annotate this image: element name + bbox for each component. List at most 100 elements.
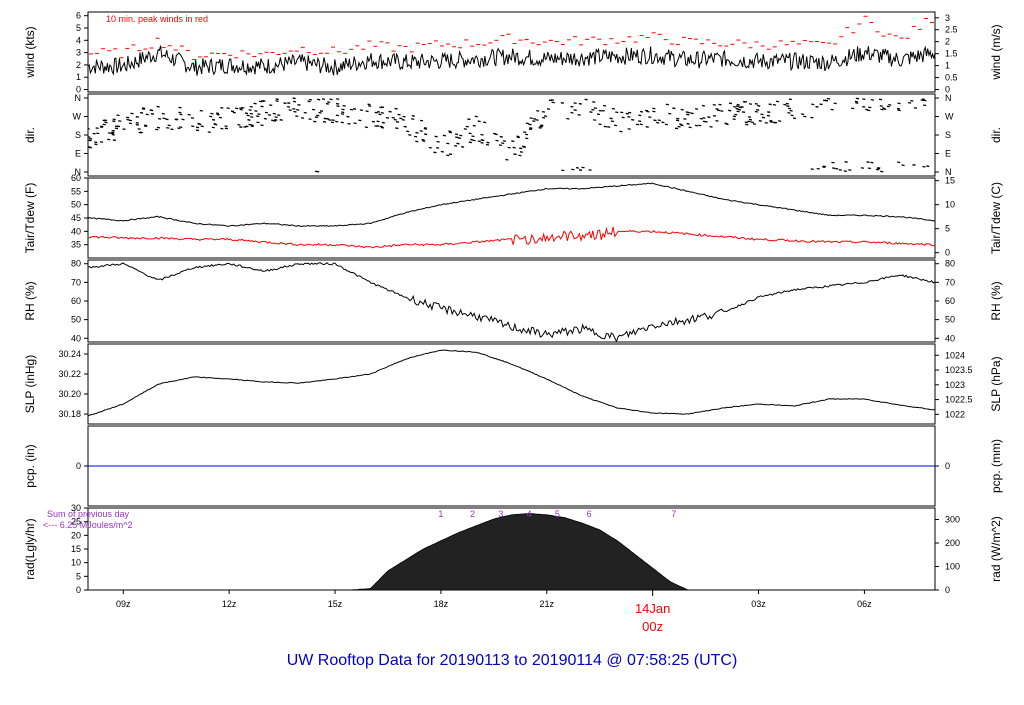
- wind-dir-mark: [136, 123, 139, 124]
- wind-dir-mark: [455, 134, 458, 135]
- wind-dir-mark: [791, 115, 794, 116]
- wind-dir-mark: [309, 100, 312, 101]
- wind-dir-mark: [304, 112, 307, 113]
- wind-dir-mark: [170, 129, 173, 130]
- wind-dir-mark: [220, 108, 223, 109]
- wind-dir-mark: [225, 126, 228, 127]
- wind-dir-mark: [441, 152, 444, 153]
- wind-dir-mark: [868, 168, 871, 169]
- wind-dir-mark: [235, 108, 238, 109]
- wind-dir-mark: [378, 114, 381, 115]
- wind-dir-mark: [315, 117, 318, 118]
- ytick-label-left-rh: 40: [71, 333, 81, 343]
- wind-dir-mark: [319, 112, 322, 113]
- wind-dir-mark: [898, 103, 901, 104]
- panel-frame-dir: [88, 94, 935, 176]
- wind-dir-mark: [786, 103, 789, 104]
- wind-dir-mark: [762, 117, 765, 118]
- wind-dir-mark: [686, 114, 689, 115]
- wind-dir-mark: [396, 122, 399, 123]
- wind-dir-mark: [138, 129, 141, 130]
- wind-dir-mark: [544, 116, 547, 117]
- wind-dir-mark: [887, 106, 890, 107]
- wind-dir-mark: [733, 116, 736, 117]
- wind-dir-mark: [261, 101, 264, 102]
- wind-dir-mark: [867, 110, 870, 111]
- wind-dir-mark: [675, 128, 678, 129]
- wind-dir-mark: [759, 121, 762, 122]
- wind-dir-mark: [89, 139, 92, 140]
- wind-dir-mark: [620, 112, 623, 113]
- xtick-label: 15z: [328, 599, 343, 609]
- wind-dir-mark: [902, 165, 905, 166]
- wind-dir-mark: [247, 115, 250, 116]
- wind-dir-mark: [631, 120, 634, 121]
- wind-dir-mark: [459, 135, 462, 136]
- wind-dir-mark: [653, 120, 656, 121]
- wind-annotation: 10 min. peak winds in red: [106, 14, 208, 24]
- wind-dir-mark: [219, 117, 222, 118]
- wind-dir-mark: [257, 122, 260, 123]
- wind-dir-mark: [158, 119, 161, 120]
- wind-dir-mark: [376, 126, 379, 127]
- wind-dir-mark: [737, 111, 740, 112]
- wind-dir-mark: [93, 133, 96, 134]
- wind-dir-mark: [686, 112, 689, 113]
- wind-dir-mark: [767, 115, 770, 116]
- ytick-label-left-wind: 5: [76, 23, 81, 33]
- wind-dir-mark: [540, 125, 543, 126]
- wind-dir-mark: [719, 104, 722, 105]
- wind-dir-mark: [105, 122, 108, 123]
- wind-dir-mark: [523, 147, 526, 148]
- wind-dir-mark: [862, 99, 865, 100]
- wind-dir-mark: [248, 124, 251, 125]
- wind-dir-mark: [862, 107, 865, 108]
- wind-dir-mark: [466, 126, 469, 127]
- wind-dir-mark: [182, 119, 185, 120]
- wind-dir-mark: [436, 148, 439, 149]
- ytick-label-left-rh: 50: [71, 315, 81, 325]
- wind-dir-mark: [626, 113, 629, 114]
- rh-line: [88, 263, 935, 342]
- wind-dir-mark: [117, 115, 120, 116]
- ytick-label-right-temp: 0: [945, 248, 950, 258]
- wind-dir-mark: [610, 118, 613, 119]
- wind-dir-mark: [570, 106, 573, 107]
- rad-note-line2: <--- 6.25 MJoules/m^2: [43, 520, 133, 530]
- wind-dir-mark: [713, 105, 716, 106]
- wind-dir-mark: [478, 121, 481, 122]
- wind-dir-mark: [602, 111, 605, 112]
- wind-dir-mark: [499, 145, 502, 146]
- wind-dir-mark: [312, 109, 315, 110]
- wind-dir-mark: [681, 125, 684, 126]
- wind-dir-mark: [898, 110, 901, 111]
- ytick-label-right-slp: 1023: [945, 380, 965, 390]
- ytick-label-right-dir: S: [945, 130, 951, 140]
- ytick-label-right-rh: 70: [945, 277, 955, 287]
- wind-dir-mark: [249, 110, 252, 111]
- plot-area-slp: [88, 350, 935, 416]
- plot-area-rad: [317, 514, 716, 591]
- wind-dir-mark: [897, 162, 900, 163]
- wind-dir-mark: [163, 118, 166, 119]
- wind-dir-mark: [422, 141, 425, 142]
- wind-dir-mark: [923, 100, 926, 101]
- wind-dir-mark: [817, 168, 820, 169]
- wind-dir-mark: [403, 116, 406, 117]
- wind-dir-mark: [790, 110, 793, 111]
- wind-dir-mark: [273, 114, 276, 115]
- wind-dir-mark: [464, 129, 467, 130]
- wind-dir-mark: [748, 117, 751, 118]
- wind-dir-mark: [810, 117, 813, 118]
- wind-dir-mark: [343, 106, 346, 107]
- wind-dir-mark: [614, 125, 617, 126]
- wind-dir-mark: [514, 154, 517, 155]
- wind-dir-mark: [561, 170, 564, 171]
- wind-dir-mark: [801, 114, 804, 115]
- rad-hour-mark: 6: [587, 509, 592, 519]
- wind-dir-mark: [277, 115, 280, 116]
- wind-dir-mark: [666, 104, 669, 105]
- wind-dir-mark: [103, 124, 106, 125]
- wind-dir-mark: [511, 141, 514, 142]
